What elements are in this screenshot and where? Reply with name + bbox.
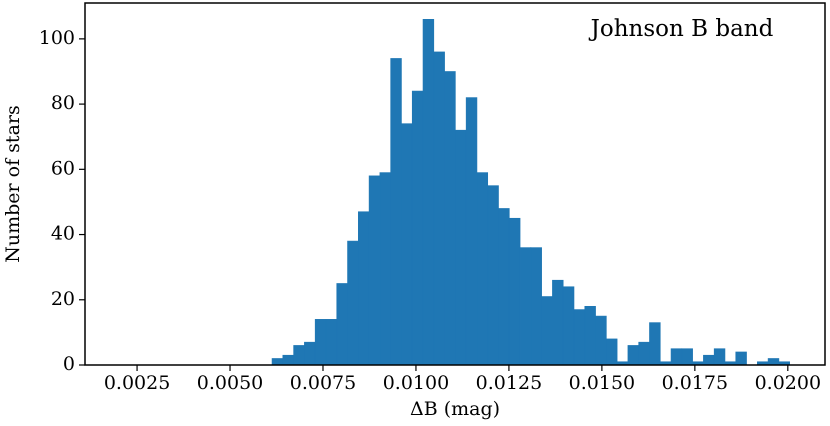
- x-tick-label: 0.0150: [569, 372, 635, 394]
- bar: [358, 211, 370, 366]
- x-tick-label: 0.0075: [290, 372, 356, 394]
- y-tick-label: 0: [63, 353, 75, 375]
- bar: [595, 315, 607, 366]
- bar: [552, 279, 564, 366]
- bar: [530, 247, 542, 366]
- bar: [498, 208, 510, 366]
- bar: [573, 309, 586, 366]
- x-axis-label: ΔB (mag): [410, 398, 500, 420]
- bar: [519, 247, 532, 366]
- annotation: Johnson B band: [589, 16, 774, 42]
- bar: [368, 175, 381, 366]
- bar: [336, 283, 348, 366]
- bar: [713, 348, 726, 366]
- x-tick-label: 0.0125: [476, 372, 542, 394]
- bar: [379, 172, 391, 366]
- bar: [347, 240, 359, 366]
- bar: [390, 58, 402, 366]
- bar: [271, 358, 284, 366]
- bar: [541, 296, 553, 366]
- bar: [293, 345, 305, 366]
- bar: [767, 358, 780, 366]
- bar: [282, 354, 294, 366]
- bar: [325, 319, 338, 366]
- bar: [638, 341, 650, 366]
- bar: [508, 217, 521, 366]
- bar: [304, 341, 316, 366]
- y-tick-label: 60: [51, 157, 75, 179]
- x-tick-label: 0.0100: [383, 372, 449, 394]
- bar: [444, 71, 456, 366]
- bar: [411, 90, 424, 366]
- bar: [433, 51, 445, 366]
- bar: [735, 351, 747, 366]
- x-tick-label: 0.0025: [104, 372, 170, 394]
- bar: [681, 348, 693, 366]
- bar: [670, 348, 683, 366]
- x-tick-label: 0.0200: [755, 372, 821, 394]
- x-tick-label: 0.0050: [197, 372, 263, 394]
- bar: [465, 97, 478, 366]
- y-tick-label: 80: [51, 92, 75, 114]
- bar: [649, 322, 661, 366]
- y-axis-label: Number of stars: [2, 105, 24, 262]
- bar: [314, 319, 327, 366]
- bar: [487, 185, 499, 366]
- bar: [584, 305, 596, 366]
- bar: [476, 172, 489, 366]
- bar: [562, 286, 575, 366]
- plot-frame: [84, 2, 826, 366]
- bar: [401, 123, 413, 366]
- bar: [606, 338, 618, 366]
- bar: [703, 354, 715, 366]
- y-tick-label: 100: [39, 27, 75, 49]
- x-tick-label: 0.0175: [662, 372, 728, 394]
- bar: [455, 129, 467, 366]
- bar: [627, 345, 639, 366]
- y-tick-label: 20: [51, 288, 75, 310]
- bar: [422, 19, 435, 366]
- y-tick-label: 40: [51, 223, 75, 245]
